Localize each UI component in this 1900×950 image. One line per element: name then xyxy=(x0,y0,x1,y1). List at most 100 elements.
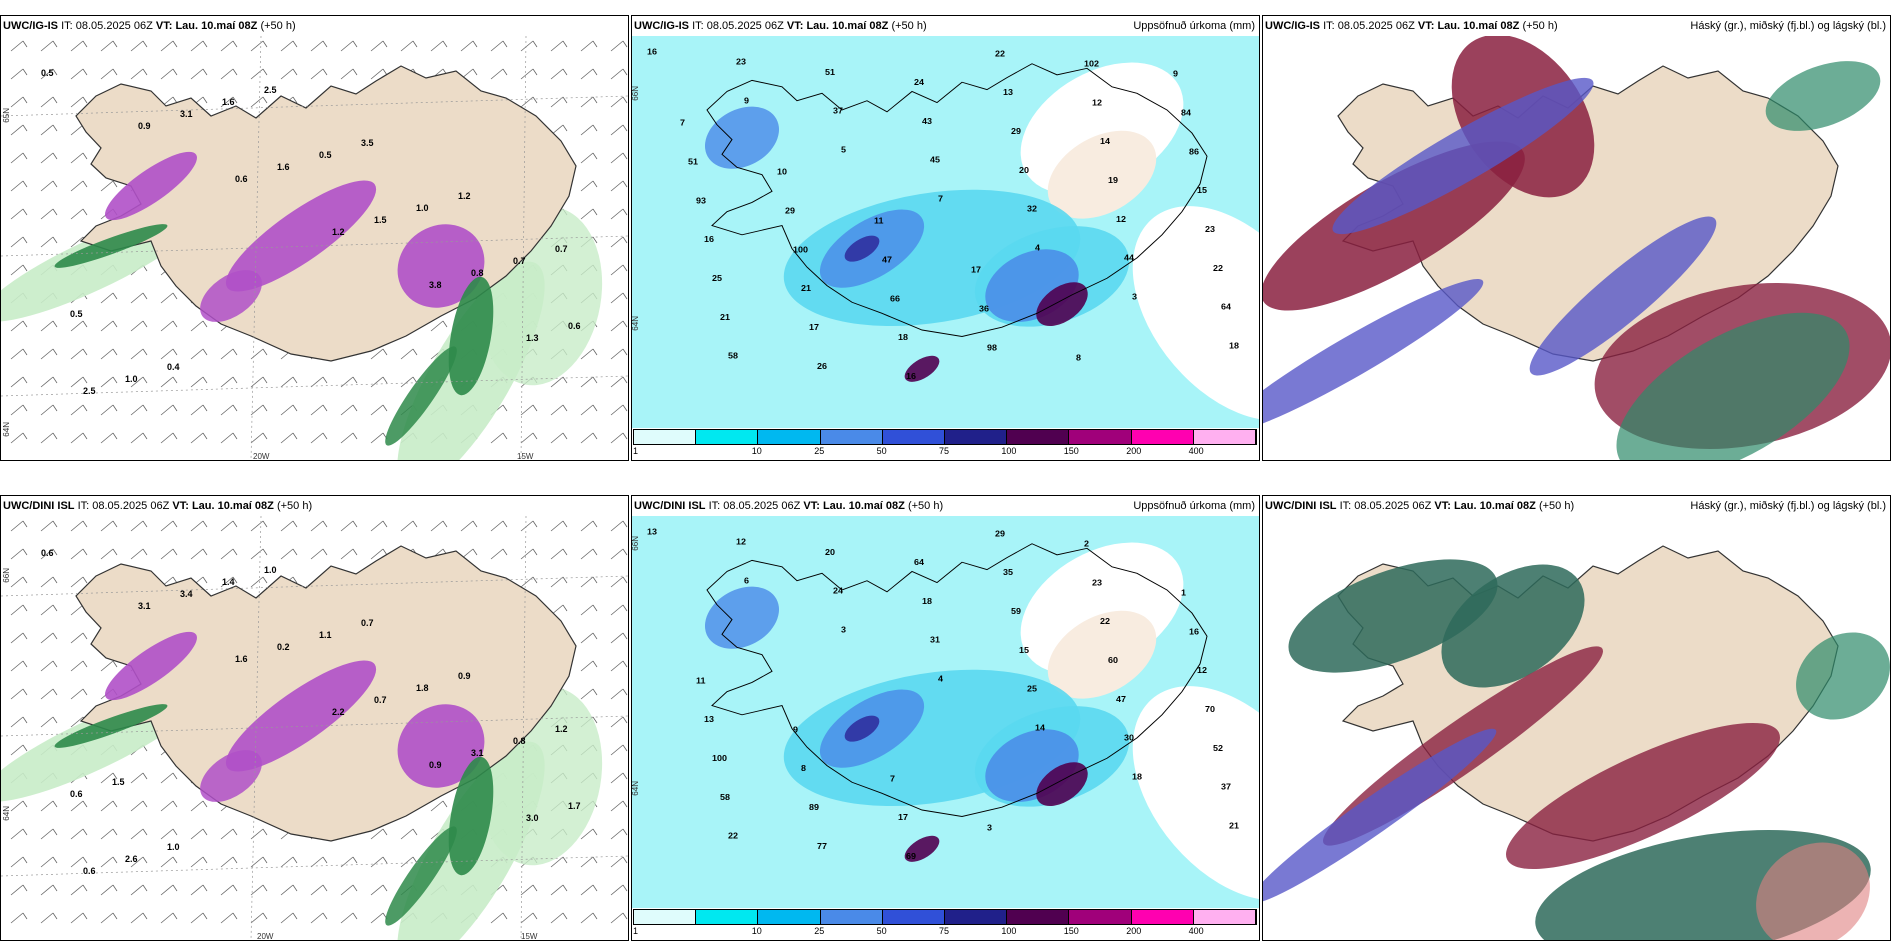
wind-barb xyxy=(160,68,178,80)
colorbar-tick-label: 50 xyxy=(876,446,887,456)
precip-value-label: 0.7 xyxy=(374,695,387,705)
lat-label: 66N xyxy=(2,568,11,583)
precip-value-label: 66 xyxy=(890,294,900,304)
precip-value-label: 13 xyxy=(704,714,714,724)
precip-value-label: 52 xyxy=(1213,743,1223,753)
wind-barb xyxy=(160,404,178,416)
wind-barb xyxy=(610,688,628,700)
wind-barb xyxy=(10,68,28,80)
precip-value-label: 0.6 xyxy=(235,174,248,184)
wind-barb xyxy=(130,856,148,868)
wind-barb xyxy=(580,884,598,896)
wind-barb xyxy=(580,576,598,588)
precip-value-label: 26 xyxy=(817,361,827,371)
precip-value-label: 17 xyxy=(898,812,908,822)
wind-barb xyxy=(40,348,58,360)
wind-barb xyxy=(220,912,238,924)
precip-value-label: 18 xyxy=(1132,772,1142,782)
wind-barb xyxy=(580,856,598,868)
precip-100 xyxy=(844,715,880,742)
wind-barb xyxy=(190,404,208,416)
lon-label: 15W xyxy=(517,452,534,461)
wind-barb xyxy=(160,40,178,52)
wind-barb xyxy=(40,432,58,444)
cloud-area xyxy=(1288,559,1498,673)
wind-barb xyxy=(130,68,148,80)
colorbar-tick-label: 100 xyxy=(1001,446,1017,456)
precip-area-purple xyxy=(225,180,377,292)
panel-title: Háský (gr.), miðský (fj.bl.) og lágský (… xyxy=(1690,500,1886,512)
colorbar-segment xyxy=(1193,430,1257,444)
wind-barb xyxy=(490,68,508,80)
wind-barb xyxy=(400,348,418,360)
wind-barb xyxy=(130,828,148,840)
precip-value-label: 3.4 xyxy=(180,589,193,599)
wind-barb xyxy=(490,432,508,444)
precip-area-purple xyxy=(200,750,262,802)
wind-barb xyxy=(520,912,538,924)
wind-barb xyxy=(610,660,628,672)
wind-barb xyxy=(130,348,148,360)
wind-barb xyxy=(340,40,358,52)
precip-value-label: 2.5 xyxy=(264,85,277,95)
wind-barb xyxy=(250,96,268,108)
precip-value-label: 51 xyxy=(688,157,698,167)
precip-area-green xyxy=(448,276,494,396)
accum-precip-map: 1363414182112243125303722201815475258776… xyxy=(632,516,1259,908)
wind-barb xyxy=(10,548,28,560)
colorbar-segment xyxy=(1131,430,1194,444)
wind-barb xyxy=(340,68,358,80)
precip-value-label: 16 xyxy=(704,234,714,244)
wind-barb xyxy=(580,548,598,560)
precip-value-label: 70 xyxy=(1205,704,1215,714)
precip-value-label: 0.6 xyxy=(568,321,581,331)
wind-barb xyxy=(130,376,148,388)
iceland-outline xyxy=(706,63,1208,337)
wind-barb xyxy=(40,376,58,388)
accum-precip-map: 1695743182337453244645851432012222126242… xyxy=(632,36,1259,428)
colorbar xyxy=(633,429,1257,445)
wind-barb xyxy=(460,40,478,52)
precip-value-label: 30 xyxy=(1124,733,1134,743)
cloud-area xyxy=(1529,216,1717,376)
precip-value-label: 20 xyxy=(1019,165,1029,175)
precip-area-purple xyxy=(397,224,485,308)
wind-barb xyxy=(310,376,328,388)
wind-barb xyxy=(40,548,58,560)
wind-barb xyxy=(70,348,88,360)
precip-value-label: 29 xyxy=(785,206,795,216)
wind-barb xyxy=(190,912,208,924)
precip-50 xyxy=(704,586,780,649)
precip-value-label: 59 xyxy=(1011,606,1021,616)
wind-barb xyxy=(40,716,58,728)
wind-barb xyxy=(580,376,598,388)
lat-label: 66N xyxy=(631,536,640,551)
precip-value-label: 29 xyxy=(1011,126,1021,136)
wind-barb xyxy=(10,884,28,896)
wind-barb xyxy=(70,828,88,840)
wind-barb xyxy=(220,884,238,896)
precip-value-label: 21 xyxy=(801,283,811,293)
wind-barb xyxy=(370,520,388,532)
wind-barb xyxy=(190,68,208,80)
wind-barb xyxy=(610,716,628,728)
wind-barb xyxy=(70,576,88,588)
wind-barb xyxy=(130,40,148,52)
precip-value-label: 0.7 xyxy=(361,618,374,628)
cloud-area xyxy=(1263,279,1484,433)
wind-barb xyxy=(10,688,28,700)
precip-value-label: 4 xyxy=(938,674,943,684)
precip-value-label: 25 xyxy=(1027,684,1037,694)
colorbar-tick-label: 100 xyxy=(1001,926,1017,936)
wind-barb xyxy=(580,404,598,416)
wind-barb xyxy=(400,520,418,532)
wind-barb xyxy=(190,376,208,388)
wind-barb xyxy=(580,124,598,136)
wind-barb xyxy=(340,376,358,388)
precip-value-label: 1.6 xyxy=(235,654,248,664)
wind-barb xyxy=(550,96,568,108)
wind-barb xyxy=(610,912,628,924)
wind-barb xyxy=(40,688,58,700)
wind-barb xyxy=(610,632,628,644)
wind-barb xyxy=(130,884,148,896)
